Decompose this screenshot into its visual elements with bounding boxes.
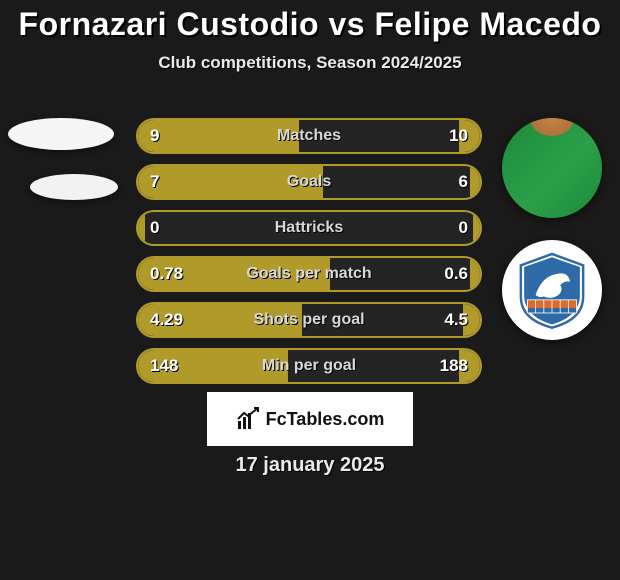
chart-growth-icon bbox=[236, 407, 260, 431]
stats-panel: 9Matches10 7Goals6 0Hattricks0 0.78Goals pe… bbox=[136, 118, 482, 394]
left-player-avatar-placeholder bbox=[8, 118, 114, 150]
stat-row: 9Matches10 bbox=[136, 118, 482, 154]
stat-label: Shots per goal bbox=[138, 304, 480, 336]
stat-value-right: 0.6 bbox=[444, 258, 468, 290]
stat-value-right: 0 bbox=[459, 212, 468, 244]
page-title: Fornazari Custodio vs Felipe Macedo bbox=[0, 0, 620, 43]
comparison-infographic: Fornazari Custodio vs Felipe Macedo Club… bbox=[0, 0, 620, 580]
stat-label: Hattricks bbox=[138, 212, 480, 244]
stat-row: 4.29Shots per goal4.5 bbox=[136, 302, 482, 338]
stat-row: 7Goals6 bbox=[136, 164, 482, 200]
stat-row: 0Hattricks0 bbox=[136, 210, 482, 246]
branding-badge: FcTables.com bbox=[207, 392, 413, 446]
stat-value-right: 10 bbox=[449, 120, 468, 152]
branding-text: FcTables.com bbox=[266, 409, 385, 430]
stat-label: Goals per match bbox=[138, 258, 480, 290]
right-club-badge bbox=[502, 240, 602, 340]
page-subtitle: Club competitions, Season 2024/2025 bbox=[0, 53, 620, 73]
left-player-column bbox=[8, 118, 118, 200]
horse-shield-icon bbox=[511, 249, 593, 331]
right-player-avatar bbox=[502, 118, 602, 218]
stat-value-right: 188 bbox=[440, 350, 468, 382]
stat-row: 148Min per goal188 bbox=[136, 348, 482, 384]
right-player-column bbox=[502, 118, 602, 340]
stat-label: Goals bbox=[138, 166, 480, 198]
stat-row: 0.78Goals per match0.6 bbox=[136, 256, 482, 292]
stat-label: Matches bbox=[138, 120, 480, 152]
stat-label: Min per goal bbox=[138, 350, 480, 382]
stat-value-right: 4.5 bbox=[444, 304, 468, 336]
footer-date: 17 january 2025 bbox=[0, 454, 620, 477]
left-club-avatar-placeholder bbox=[30, 174, 118, 200]
stat-value-right: 6 bbox=[459, 166, 468, 198]
